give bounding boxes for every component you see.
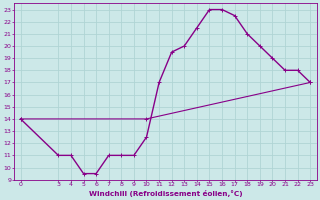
X-axis label: Windchill (Refroidissement éolien,°C): Windchill (Refroidissement éolien,°C) — [89, 190, 242, 197]
